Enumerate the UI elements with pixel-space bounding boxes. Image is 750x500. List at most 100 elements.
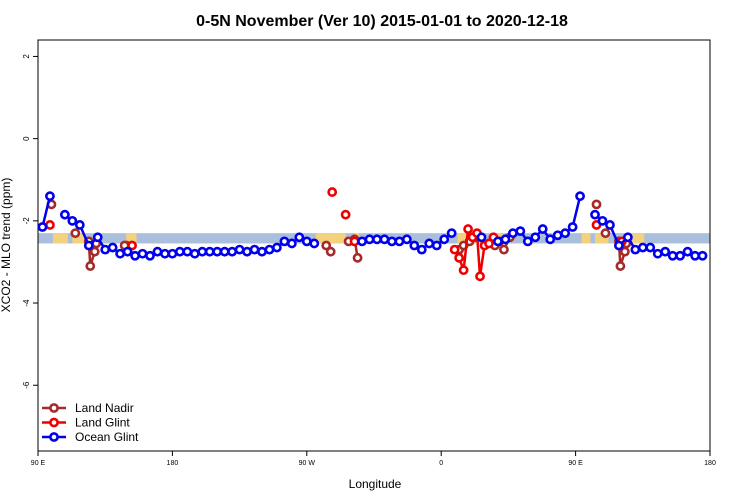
data-point-ocean-glint: [45, 191, 55, 202]
data-point-ocean-glint: [59, 209, 70, 220]
data-point-ocean-glint: [249, 244, 260, 255]
data-point-ocean-glint: [690, 250, 700, 261]
data-point-ocean-glint: [37, 222, 48, 232]
data-point-ocean-glint: [537, 224, 548, 234]
data-point-ocean-glint: [575, 191, 585, 202]
data-point-ocean-glint: [189, 248, 200, 259]
data-point-ocean-glint: [257, 246, 267, 257]
data-point-ocean-glint: [115, 248, 126, 259]
band-highlight: [126, 233, 137, 244]
data-point-ocean-glint: [219, 246, 230, 257]
data-point-ocean-glint: [234, 244, 245, 255]
data-point-land-nadir: [615, 261, 626, 271]
data-point-ocean-glint: [431, 240, 442, 251]
data-point-land-glint: [340, 209, 351, 220]
data-point-ocean-glint: [152, 246, 163, 257]
data-point-ocean-glint: [387, 236, 397, 247]
y-tick-label: 0: [22, 136, 31, 141]
band-highlight: [52, 233, 68, 244]
data-point-ocean-glint: [401, 234, 412, 245]
data-point-ocean-glint: [446, 228, 457, 239]
data-point-ocean-glint: [145, 250, 155, 261]
data-point-ocean-glint: [476, 232, 487, 243]
data-point-land-nadir: [619, 246, 630, 257]
data-point-ocean-glint: [130, 250, 140, 261]
data-point-ocean-glint: [182, 246, 193, 257]
y-tick-label: -4: [22, 299, 31, 307]
x-tick-label: 180: [167, 460, 179, 467]
data-point-ocean-glint: [409, 240, 420, 251]
data-point-ocean-glint: [264, 244, 275, 255]
data-point-land-glint: [458, 265, 469, 276]
band-highlight: [72, 233, 86, 244]
data-point-ocean-glint: [242, 246, 252, 257]
data-point-ocean-glint: [697, 250, 708, 261]
data-point-ocean-glint: [74, 220, 85, 230]
data-point-land-nadir: [89, 246, 100, 257]
data-point-ocean-glint: [590, 209, 600, 220]
y-tick-label: 2: [22, 54, 31, 59]
data-point-land-glint: [45, 220, 55, 230]
data-point-ocean-glint: [394, 236, 405, 247]
band-highlight: [595, 233, 609, 244]
x-tick-label: 90 E: [568, 460, 583, 467]
legend-label-land-nadir: Land Nadir: [75, 401, 134, 415]
data-point-ocean-glint: [137, 248, 148, 259]
x-axis-label: Longitude: [349, 477, 402, 491]
data-point-land-glint: [449, 244, 460, 255]
data-point-ocean-glint: [357, 236, 367, 247]
legend-marker-land-glint: [49, 417, 59, 428]
data-point-ocean-glint: [212, 246, 223, 257]
data-series: [37, 187, 708, 282]
data-point-ocean-glint: [424, 238, 435, 249]
y-tick-label: -6: [22, 381, 31, 389]
data-point-ocean-glint: [605, 220, 615, 230]
data-point-ocean-glint: [416, 244, 427, 255]
data-point-ocean-glint: [493, 236, 503, 247]
data-point-ocean-glint: [507, 228, 518, 239]
data-point-ocean-glint: [545, 234, 556, 245]
data-point-ocean-glint: [372, 234, 382, 245]
data-point-ocean-glint: [83, 240, 94, 251]
data-point-land-nadir: [70, 228, 81, 239]
band-highlight: [581, 233, 591, 244]
data-point-ocean-glint: [667, 250, 678, 261]
data-point-ocean-glint: [100, 244, 111, 255]
data-point-ocean-glint: [637, 242, 648, 253]
data-point-ocean-glint: [530, 232, 541, 243]
data-point-land-glint: [484, 238, 494, 249]
y-axis-label: XCO2 - MLO trend (ppm): [0, 178, 13, 313]
legend-marker-land-nadir: [49, 403, 59, 413]
data-point-ocean-glint: [439, 234, 450, 245]
data-point-ocean-glint: [379, 234, 390, 245]
x-tick-label: 90 E: [31, 460, 46, 467]
data-point-ocean-glint: [630, 244, 641, 255]
series-land-glint: [45, 187, 627, 282]
data-point-ocean-glint: [67, 215, 78, 226]
data-point-ocean-glint: [294, 232, 305, 243]
data-point-ocean-glint: [567, 222, 578, 232]
data-point-ocean-glint: [682, 246, 693, 257]
data-point-ocean-glint: [597, 215, 608, 226]
data-point-ocean-glint: [286, 238, 297, 249]
data-point-land-nadir: [352, 252, 363, 263]
band-highlight: [632, 233, 645, 244]
series-ocean-glint: [37, 191, 708, 261]
series-line-ocean-glint: [41, 195, 52, 228]
data-point-ocean-glint: [92, 232, 103, 243]
plot-frame: [37, 39, 711, 452]
band-highlight: [315, 233, 346, 244]
data-point-land-nadir: [321, 240, 332, 251]
data-point-ocean-glint: [515, 226, 526, 237]
data-point-ocean-glint: [645, 242, 656, 253]
data-point-ocean-glint: [660, 246, 671, 257]
x-tick-label: 90 W: [299, 460, 316, 467]
data-point-ocean-glint: [675, 250, 686, 261]
data-point-ocean-glint: [652, 248, 663, 259]
data-point-ocean-glint: [272, 242, 282, 253]
data-point-land-nadir: [85, 261, 96, 271]
data-point-land-glint: [475, 271, 485, 282]
data-point-ocean-glint: [204, 246, 215, 257]
data-point-ocean-glint: [160, 248, 170, 259]
